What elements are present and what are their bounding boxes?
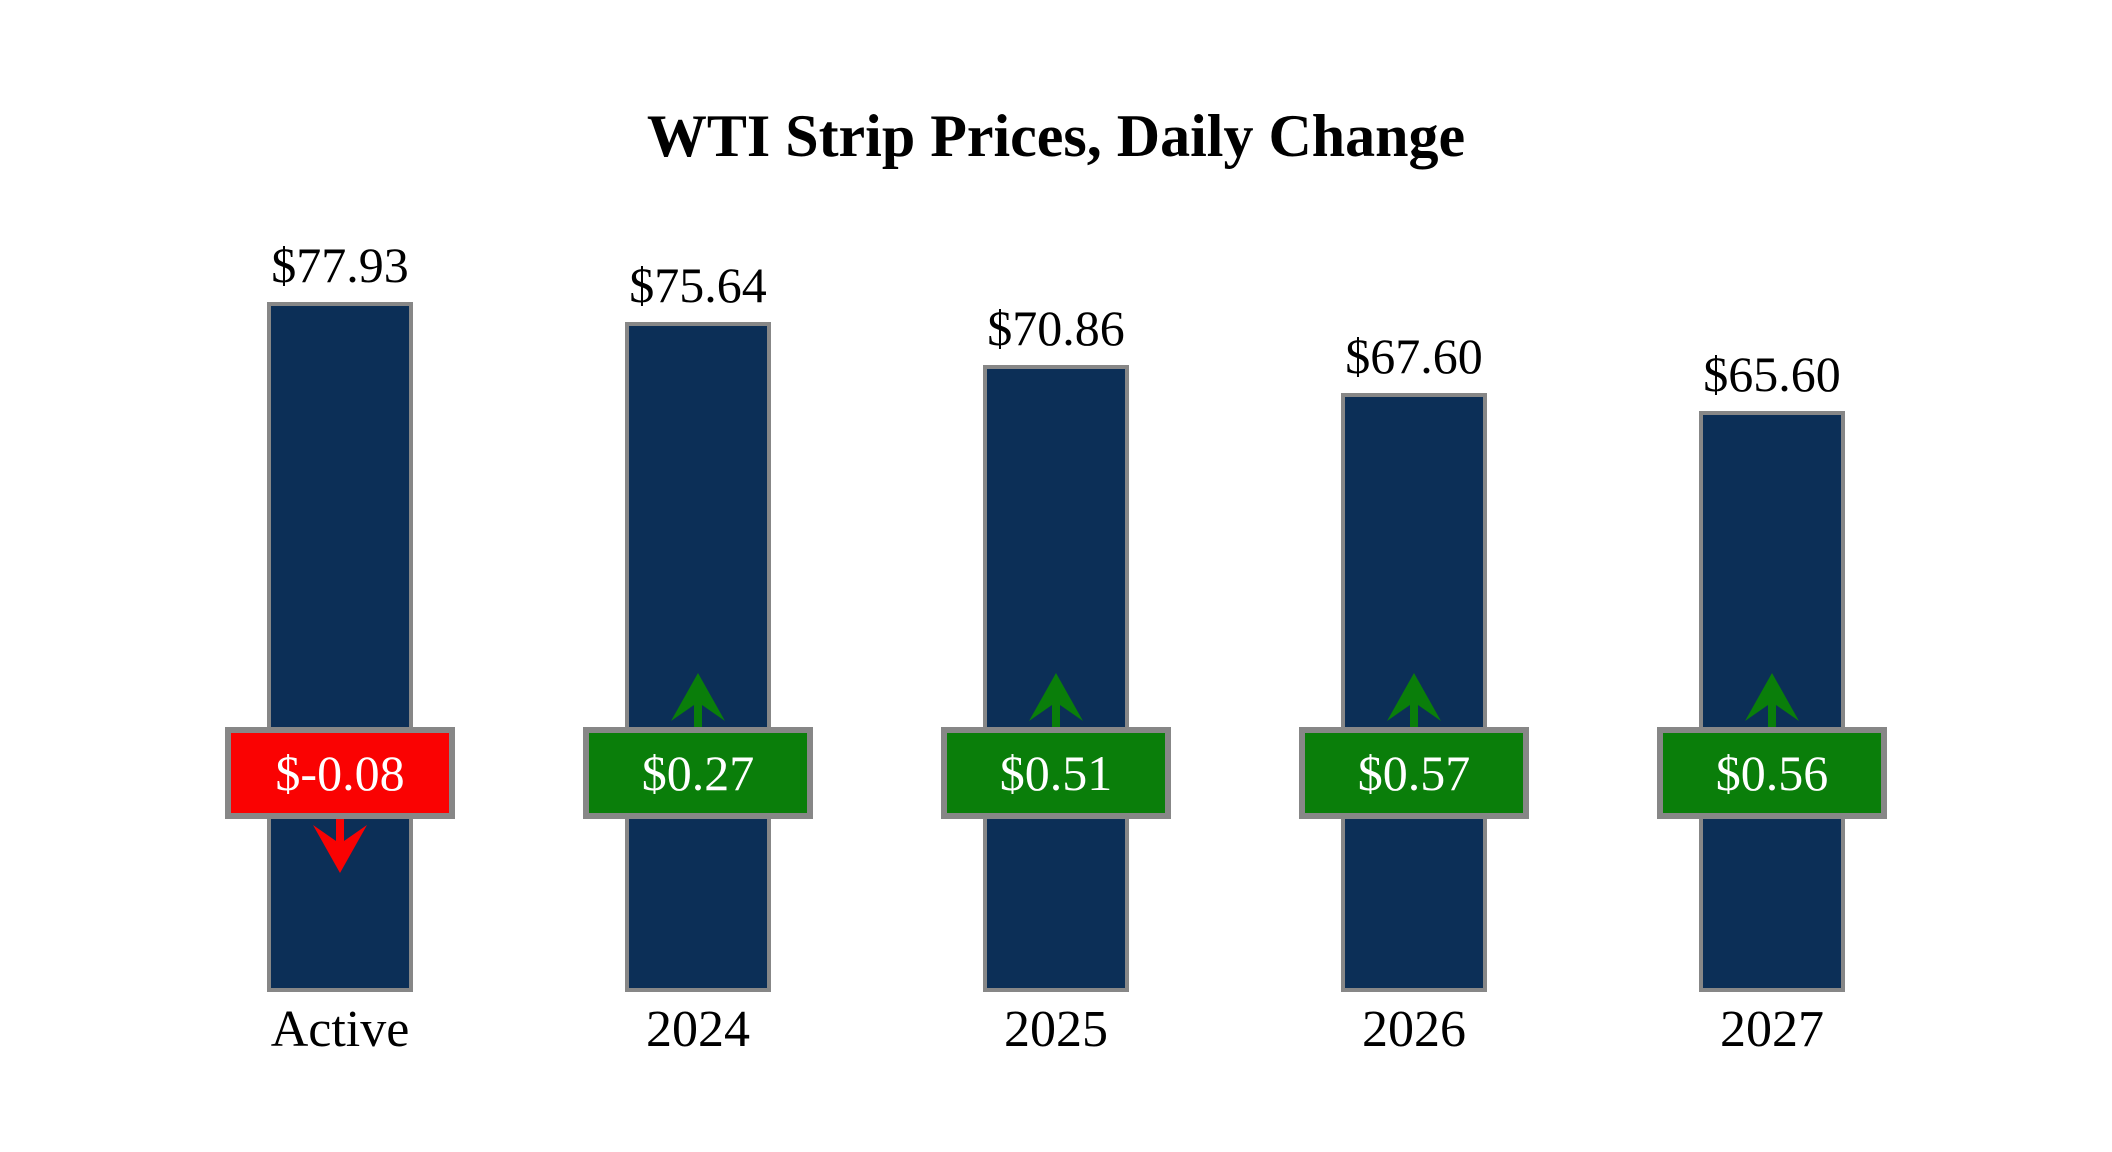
arrow-up-icon xyxy=(1387,673,1441,727)
change-badge-label: $0.56 xyxy=(1715,745,1829,801)
change-badge: $0.27 xyxy=(583,727,813,819)
bar-value-label: $75.64 xyxy=(629,257,767,313)
change-badge-label: $0.27 xyxy=(641,745,755,801)
change-badge: $0.57 xyxy=(1299,727,1529,819)
bar-value-label: $65.60 xyxy=(1703,346,1841,402)
price-bar xyxy=(267,302,413,992)
change-badge-label: $-0.08 xyxy=(275,745,405,801)
bar-value-label: $77.93 xyxy=(271,237,409,293)
arrow-up-icon xyxy=(671,673,725,727)
price-bar xyxy=(625,322,771,992)
arrow-shape xyxy=(1029,673,1083,727)
arrow-up-icon xyxy=(1029,673,1083,727)
arrow-shape xyxy=(313,819,367,873)
change-badge-label: $0.51 xyxy=(999,745,1113,801)
arrow-up-icon xyxy=(1745,673,1799,727)
arrow-shape xyxy=(1387,673,1441,727)
change-badge: $0.56 xyxy=(1657,727,1887,819)
change-badge: $0.51 xyxy=(941,727,1171,819)
arrow-down-icon xyxy=(313,819,367,873)
category-label: 2025 xyxy=(1004,1001,1108,1058)
change-badge-label: $0.57 xyxy=(1357,745,1471,801)
category-label: 2027 xyxy=(1720,1001,1824,1058)
arrow-shape xyxy=(1745,673,1799,727)
chart-title: WTI Strip Prices, Daily Change xyxy=(646,103,1466,169)
category-label: 2026 xyxy=(1362,1001,1466,1058)
category-label: Active xyxy=(270,1001,410,1058)
change-badge: $-0.08 xyxy=(225,727,455,819)
bar-value-label: $67.60 xyxy=(1345,328,1483,384)
bar-value-label: $70.86 xyxy=(987,300,1125,356)
arrow-shape xyxy=(671,673,725,727)
category-label: 2024 xyxy=(646,1001,750,1058)
